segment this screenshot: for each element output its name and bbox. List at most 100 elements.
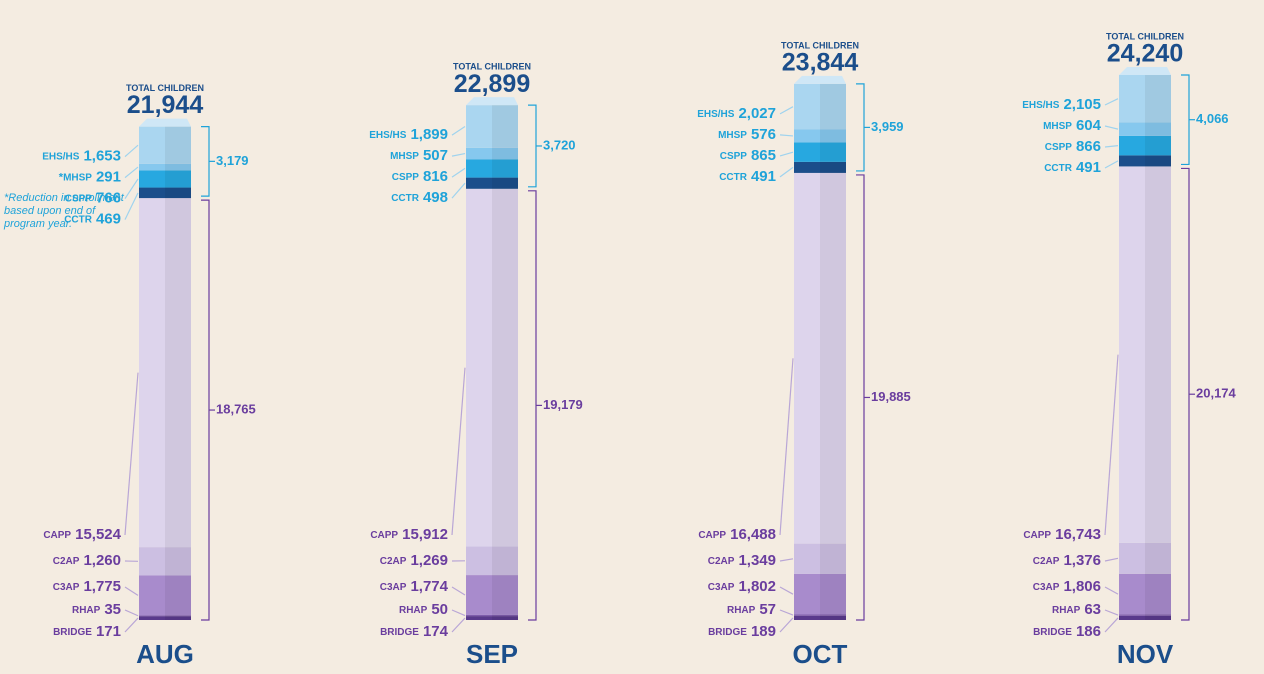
leader bbox=[779, 358, 794, 536]
segment-label: BRIDGE 186 bbox=[1033, 623, 1101, 640]
value-label: 576 bbox=[751, 126, 776, 143]
segment bbox=[466, 614, 518, 617]
note: *Reduction in enrollment based upon end … bbox=[4, 192, 134, 231]
group-total: 4,066 bbox=[1196, 111, 1229, 126]
segment-label: *MHSP 291 bbox=[59, 169, 121, 186]
segment-label: C3AP 1,806 bbox=[1033, 578, 1101, 595]
series-name: CSPP bbox=[720, 151, 748, 162]
segment-label: C3AP 1,775 bbox=[53, 578, 121, 595]
total-label: TOTAL CHILDREN bbox=[126, 83, 204, 93]
bracket bbox=[201, 199, 210, 621]
leader bbox=[124, 192, 139, 220]
series-name: RHAP bbox=[1052, 605, 1081, 616]
segment-label: BRIDGE 174 bbox=[380, 623, 449, 640]
value-label: 16,743 bbox=[1055, 526, 1101, 543]
series-name: CCTR bbox=[719, 172, 748, 183]
segment bbox=[794, 129, 846, 143]
segment-label: CSPP 766 bbox=[65, 190, 121, 207]
month-label: SEP bbox=[466, 639, 518, 669]
value-label: 1,775 bbox=[83, 578, 121, 595]
segment-label: BRIDGE 189 bbox=[708, 623, 776, 640]
bracket bbox=[856, 174, 865, 621]
series-name: BRIDGE bbox=[1033, 627, 1072, 638]
segment bbox=[466, 546, 518, 576]
segment bbox=[794, 543, 846, 574]
value-label: 291 bbox=[96, 169, 121, 186]
segment bbox=[1119, 122, 1171, 136]
series-name: C3AP bbox=[53, 582, 80, 593]
series-name: CCTR bbox=[391, 193, 420, 204]
leader bbox=[779, 151, 794, 157]
series-name: MHSP bbox=[63, 172, 92, 183]
leader bbox=[1104, 160, 1119, 169]
total-label: TOTAL CHILDREN bbox=[453, 62, 531, 72]
series-name: CAPP bbox=[43, 530, 71, 541]
segment bbox=[139, 615, 191, 617]
group-total: 19,885 bbox=[871, 389, 911, 404]
segment-label: CSPP 866 bbox=[1045, 138, 1101, 155]
value-label: 15,912 bbox=[402, 526, 448, 543]
group-total: 3,179 bbox=[216, 153, 249, 168]
series-name: C3AP bbox=[708, 582, 735, 593]
value-label: 35 bbox=[104, 601, 121, 618]
segment bbox=[466, 616, 518, 620]
leader bbox=[124, 586, 139, 596]
value-label: 816 bbox=[423, 168, 448, 185]
segment bbox=[794, 172, 846, 544]
segment-label: CAPP 15,912 bbox=[370, 526, 448, 543]
value-label: 507 bbox=[423, 147, 448, 164]
series-name: RHAP bbox=[399, 605, 428, 616]
series-name: EHS/HS bbox=[697, 109, 735, 120]
segment bbox=[139, 198, 191, 548]
series-name: MHSP bbox=[718, 130, 747, 141]
segment-label: MHSP 576 bbox=[718, 126, 776, 143]
series-name: MHSP bbox=[390, 151, 419, 162]
series-name: RHAP bbox=[727, 605, 756, 616]
series-name: CAPP bbox=[698, 530, 726, 541]
segment-label: RHAP 35 bbox=[72, 601, 121, 618]
segment-label: EHS/HS 1,899 bbox=[369, 126, 448, 143]
series-name: CAPP bbox=[370, 530, 398, 541]
leader bbox=[124, 166, 139, 179]
leader bbox=[451, 152, 466, 157]
bar-shade bbox=[1145, 75, 1171, 620]
value-label: 2,027 bbox=[738, 105, 776, 122]
value-label: 1,653 bbox=[83, 148, 121, 165]
segment-label: CAPP 16,488 bbox=[698, 526, 776, 543]
segment-label: C2AP 1,269 bbox=[380, 552, 448, 569]
series-name: CSPP bbox=[392, 172, 420, 183]
bracket bbox=[528, 190, 537, 621]
group-total: 18,765 bbox=[216, 401, 256, 416]
series-name: BRIDGE bbox=[380, 627, 419, 638]
month-label: NOV bbox=[1117, 639, 1174, 669]
segment-label: CSPP 816 bbox=[392, 168, 448, 185]
series-name: C2AP bbox=[708, 556, 735, 567]
series-name: CSPP bbox=[65, 193, 93, 204]
segment-label: CCTR 491 bbox=[719, 168, 776, 185]
series-name: CCTR bbox=[1044, 163, 1073, 174]
value-label: 1,260 bbox=[83, 552, 121, 569]
segment-label: RHAP 63 bbox=[1052, 601, 1101, 618]
segment bbox=[139, 575, 191, 616]
leader bbox=[124, 372, 139, 536]
segment-label: RHAP 50 bbox=[399, 601, 448, 618]
segment-label: C3AP 1,802 bbox=[708, 578, 776, 595]
value-label: 50 bbox=[431, 601, 448, 618]
group-total: 19,179 bbox=[543, 397, 583, 412]
segment bbox=[794, 83, 846, 130]
segment bbox=[794, 161, 846, 173]
segment bbox=[466, 177, 518, 189]
leader bbox=[779, 166, 794, 178]
segment-label: CCTR 498 bbox=[391, 189, 448, 206]
segment bbox=[466, 159, 518, 178]
value-label: 498 bbox=[423, 189, 448, 206]
total-value: 23,844 bbox=[782, 49, 859, 77]
segment-label: C3AP 1,774 bbox=[380, 578, 449, 595]
value-label: 186 bbox=[1076, 623, 1101, 640]
value-label: 189 bbox=[751, 623, 776, 640]
value-label: 57 bbox=[759, 601, 776, 618]
segment bbox=[794, 615, 846, 620]
segment-label: EHS/HS 1,653 bbox=[42, 148, 121, 165]
segment bbox=[466, 188, 518, 547]
